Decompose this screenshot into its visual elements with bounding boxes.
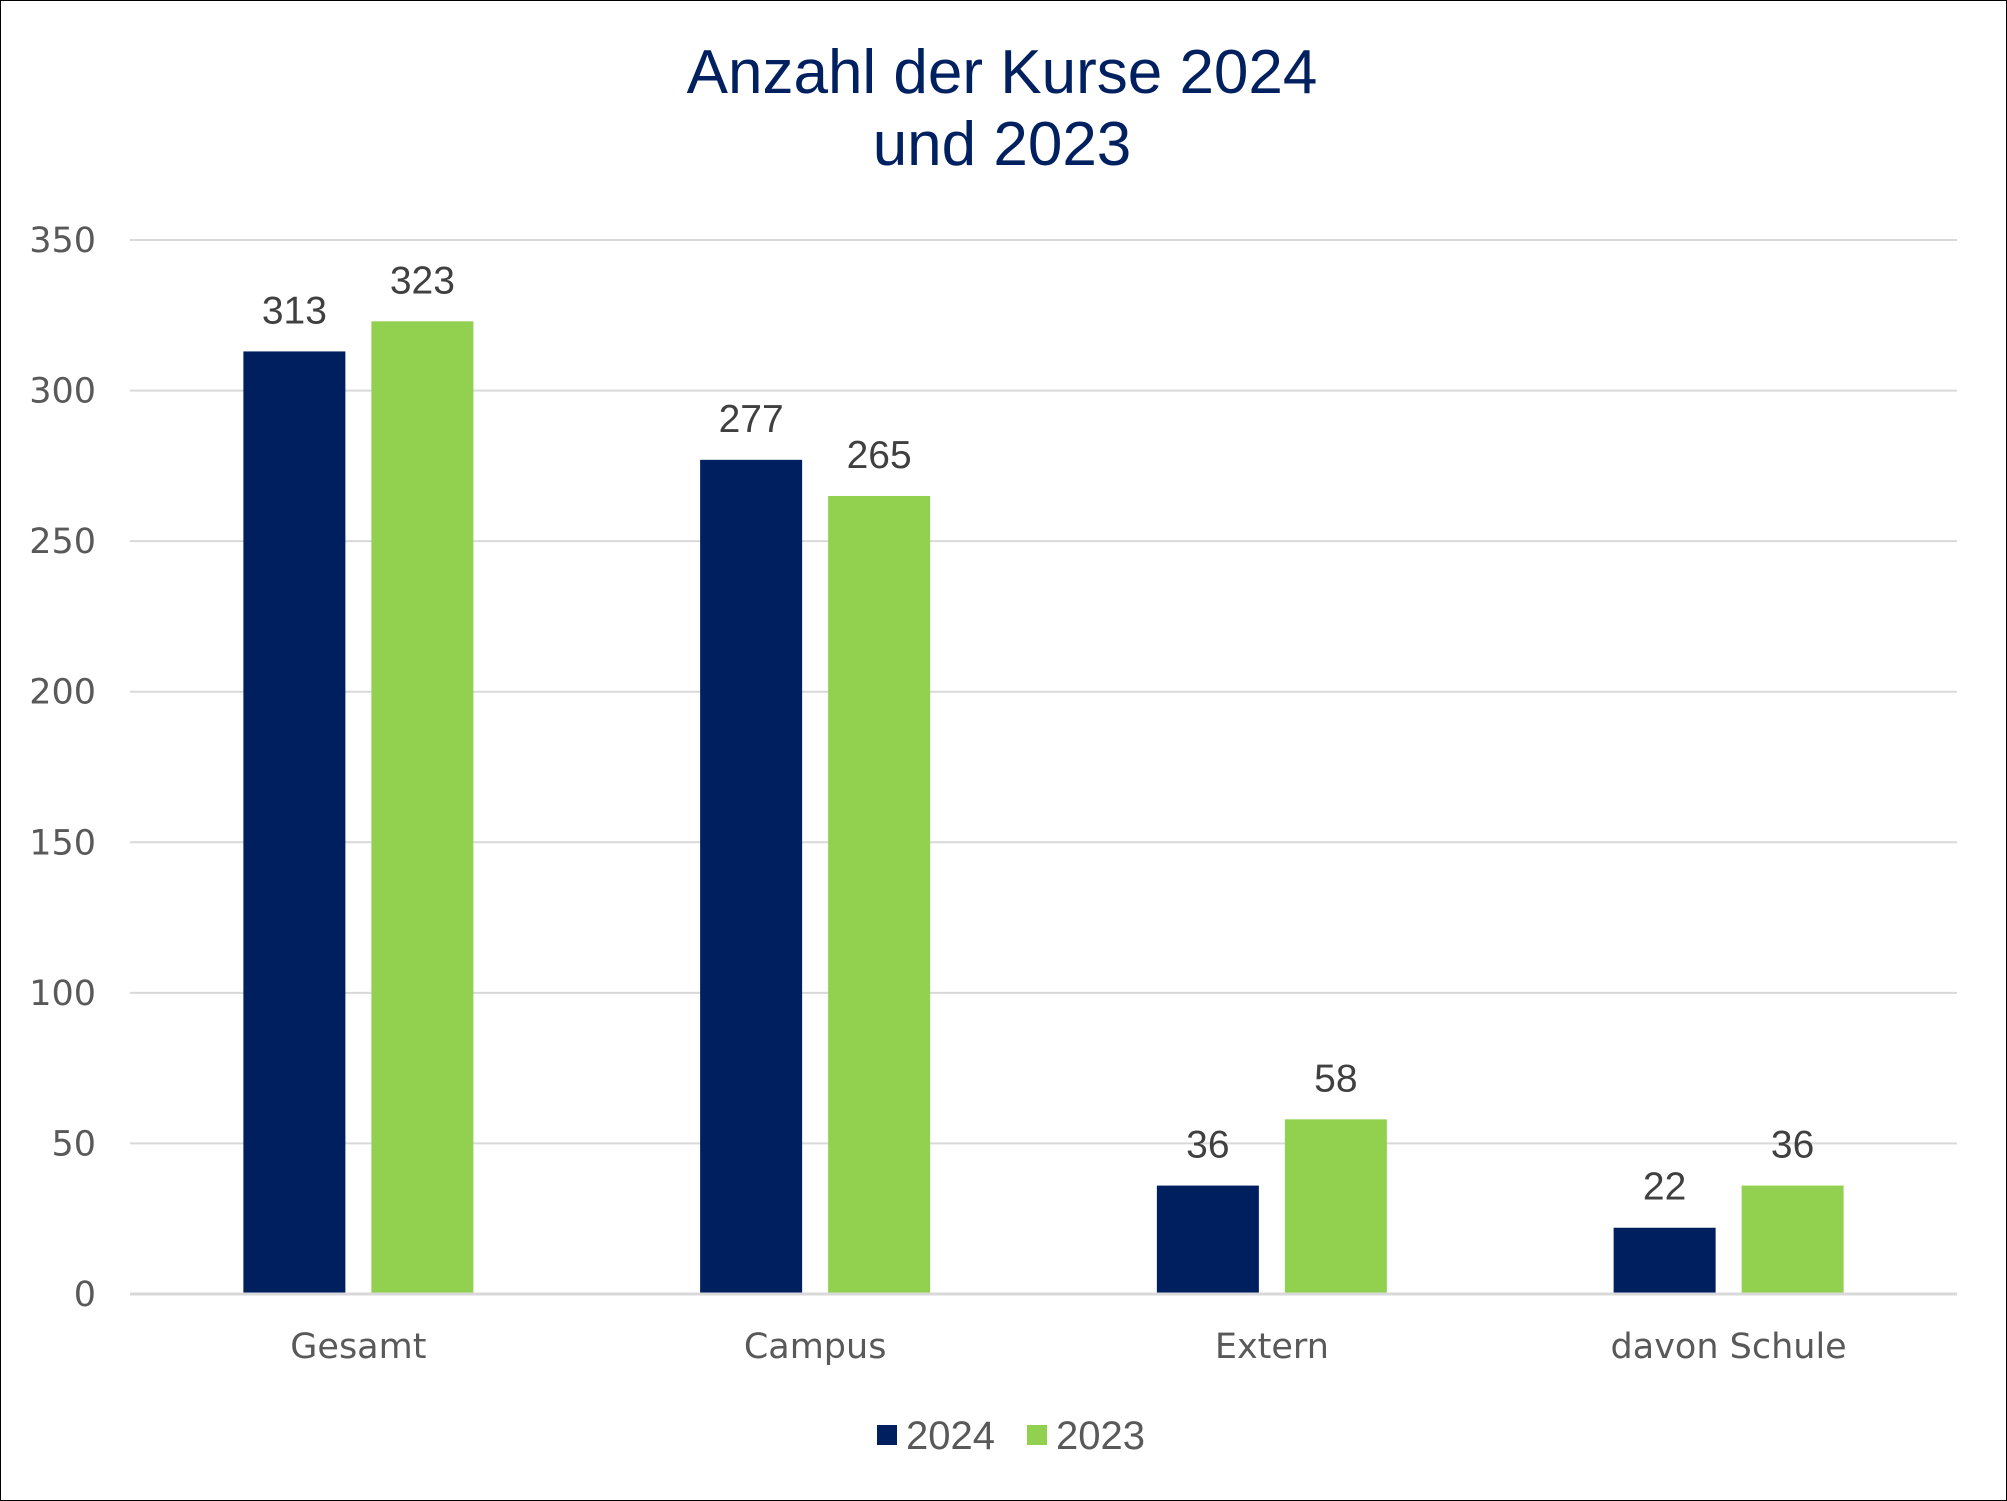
data-label: 36	[1771, 1124, 1814, 1167]
bar-2024-extern	[1156, 1185, 1259, 1294]
y-tick-label: 200	[29, 673, 96, 713]
y-axis-tick-labels: 0 50 100 150 200 250 300 350	[29, 221, 96, 1315]
chart-title: Anzahl der Kurse 2024 und 2023	[687, 38, 1318, 179]
legend: 2024 2023	[877, 1414, 1145, 1458]
legend-swatch-2023	[1027, 1425, 1047, 1445]
data-labels: 313 323 277 265 36 58 22 36	[262, 259, 1814, 1208]
data-label: 36	[1186, 1124, 1229, 1167]
x-category-label: davon Schule	[1611, 1327, 1847, 1367]
bars	[243, 321, 1844, 1294]
chart-title-line-2: und 2023	[873, 110, 1132, 179]
legend-label: 2024	[906, 1414, 995, 1458]
data-label: 265	[847, 434, 912, 477]
y-tick-label: 50	[51, 1124, 96, 1164]
y-tick-label: 150	[29, 823, 96, 863]
y-tick-label: 350	[29, 221, 96, 261]
data-label: 22	[1643, 1166, 1686, 1209]
bar-2024-gesamt	[243, 351, 346, 1294]
x-category-label: Extern	[1215, 1327, 1329, 1367]
bar-2023-campus	[828, 495, 931, 1294]
x-category-label: Campus	[744, 1327, 887, 1367]
legend-label: 2023	[1056, 1414, 1145, 1458]
y-tick-label: 300	[29, 372, 96, 412]
y-tick-label: 100	[29, 974, 96, 1014]
chart-title-line-1: Anzahl der Kurse 2024	[687, 38, 1318, 107]
data-label: 277	[719, 398, 784, 441]
legend-swatch-2024	[877, 1425, 897, 1445]
data-label: 58	[1314, 1057, 1357, 1100]
x-axis-category-labels: Gesamt Campus Extern davon Schule	[130, 1292, 1957, 1367]
bar-2024-davon-schule	[1613, 1227, 1716, 1294]
x-category-label: Gesamt	[290, 1327, 426, 1367]
y-tick-label: 250	[29, 522, 96, 562]
y-tick-label: 0	[74, 1275, 96, 1315]
data-label: 313	[262, 289, 327, 332]
bar-2023-davon-schule	[1741, 1185, 1844, 1294]
data-label: 323	[390, 259, 455, 302]
bar-2023-extern	[1284, 1119, 1387, 1294]
bar-2023-gesamt	[371, 321, 474, 1294]
bar-2024-campus	[700, 459, 803, 1294]
